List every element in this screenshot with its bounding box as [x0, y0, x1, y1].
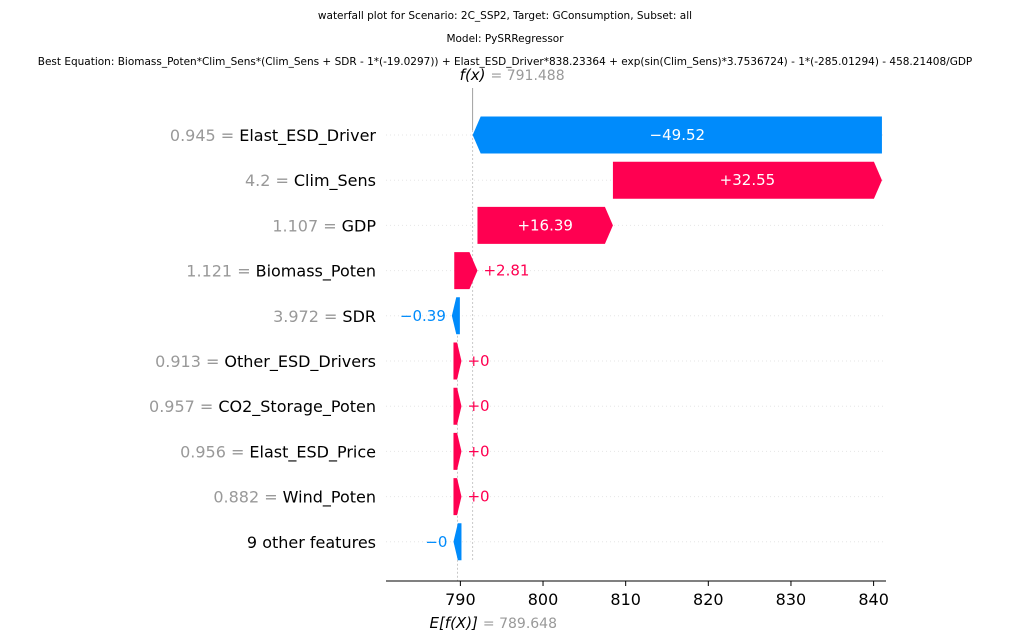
x-tick-label: 820 [693, 590, 724, 609]
chart-title: waterfall plot for Scenario: 2C_SSP2, Ta… [318, 10, 692, 22]
bars-group: −49.52 +32.55 +16.39 +2.81 −0.39 +0 +0 +0 +0 −0 [400, 116, 882, 561]
feature-name: SDR [342, 307, 376, 326]
feature-value: 0.957 = [149, 397, 213, 416]
x-tick-label: 840 [858, 590, 889, 609]
bar-2 [612, 161, 882, 199]
x-tick-label: 810 [610, 590, 641, 609]
bar-10 [453, 523, 462, 561]
bar-4 [454, 252, 478, 290]
bar-label-5: −0.39 [400, 307, 446, 325]
feature-name: Wind_Poten [283, 488, 376, 508]
fx-label: f(x) = 791.488 [460, 66, 565, 84]
feature-name: GDP [342, 216, 377, 235]
chart-equation: Best Equation: Biomass_Poten*Clim_Sens*(… [38, 56, 973, 68]
feature-name: Other_ESD_Drivers [224, 352, 376, 372]
bar-label-6: +0 [467, 352, 489, 370]
bar-6 [453, 342, 462, 380]
feature-name: Elast_ESD_Price [249, 442, 376, 462]
ex-label: E[f(X)] = 789.648 [429, 614, 557, 632]
bar-label-9: +0 [467, 488, 489, 506]
feature-label-4: 1.121 = Biomass_Poten [186, 262, 376, 282]
feature-name: Clim_Sens [294, 171, 376, 191]
feature-label-9: 0.882 = Wind_Poten [213, 488, 376, 508]
feature-label-1: 0.945 = Elast_ESD_Driver [170, 126, 377, 146]
feature-name: 9 other features [247, 533, 376, 552]
feature-name: CO2_Storage_Poten [218, 397, 376, 417]
bar-label-3: +16.39 [517, 216, 573, 234]
feature-value: 1.121 = [186, 262, 250, 281]
bar-label-2: +32.55 [720, 171, 776, 189]
feature-value: 0.945 = [170, 126, 234, 145]
ex-value: = 789.648 [483, 616, 557, 632]
feature-value: 0.882 = [213, 488, 277, 507]
bar-8 [453, 432, 462, 470]
bar-7 [453, 387, 462, 425]
x-tick-label: 790 [445, 590, 476, 609]
feature-label-5: 3.972 = SDR [273, 307, 376, 326]
bar-label-1: −49.52 [650, 126, 706, 144]
bar-label-4: +2.81 [483, 262, 529, 280]
bar-label-8: +0 [467, 442, 489, 460]
feature-label-2: 4.2 = Clim_Sens [245, 171, 376, 191]
feature-value: 0.913 = [155, 352, 219, 371]
bar-5 [451, 297, 460, 335]
bar-label-7: +0 [467, 397, 489, 415]
bar-3 [477, 206, 613, 244]
x-tick-label: 800 [528, 590, 559, 609]
x-tick-label: 830 [776, 590, 807, 609]
feature-value: 0.956 = [180, 442, 244, 461]
feature-label-10: 9 other features [247, 533, 376, 552]
feature-value: 1.107 = [272, 216, 336, 235]
chart-subtitle: Model: PySRRegressor [446, 33, 564, 45]
bar-label-10: −0 [425, 533, 447, 551]
feature-label-8: 0.956 = Elast_ESD_Price [180, 442, 376, 462]
ylabels-group: 0.945 = Elast_ESD_Driver 4.2 = Clim_Sens 1.1… [149, 126, 376, 552]
feature-name: Elast_ESD_Driver [239, 126, 376, 146]
fx-value: = 791.488 [491, 68, 565, 84]
feature-name: Biomass_Poten [256, 262, 376, 282]
feature-label-6: 0.913 = Other_ESD_Drivers [155, 352, 376, 372]
bar-9 [453, 478, 462, 516]
bar-1 [472, 116, 882, 154]
feature-value: 3.972 = [273, 307, 337, 326]
x-axis: 790 800 810 820 830 840 E[f(X)] = 789.648 [386, 580, 889, 632]
fx-symbol: f(x) [460, 66, 486, 84]
feature-value: 4.2 = [245, 171, 289, 190]
feature-label-3: 1.107 = GDP [272, 216, 376, 235]
feature-label-7: 0.957 = CO2_Storage_Poten [149, 397, 376, 417]
ex-symbol: E[f(X)] [429, 614, 478, 632]
